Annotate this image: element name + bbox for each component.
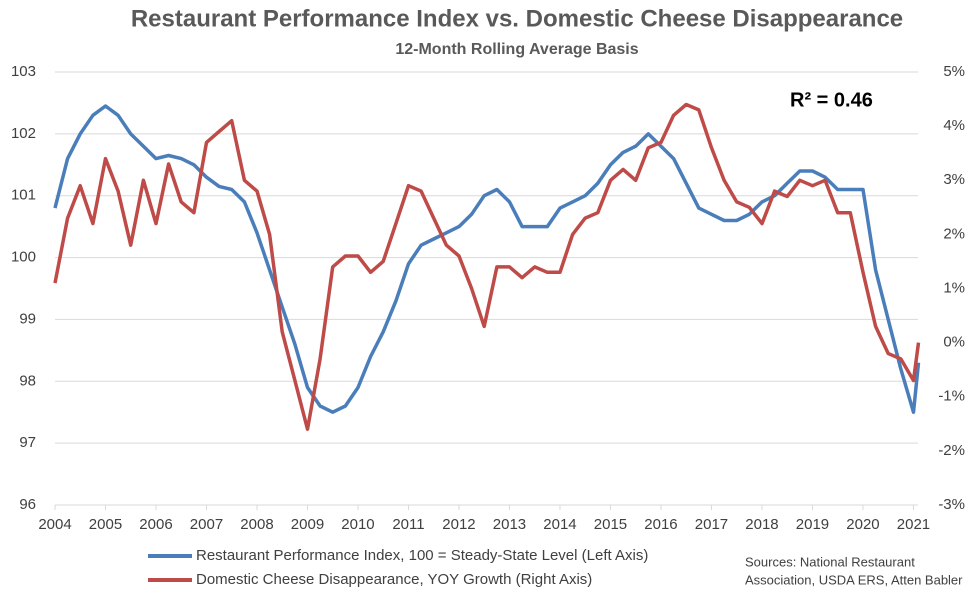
y2-tick-label: -1%	[938, 388, 965, 405]
x-tick-label: 2013	[493, 516, 526, 533]
y-tick-label: 100	[11, 249, 36, 266]
y-tick-label: 97	[19, 434, 36, 451]
x-tick-label: 2014	[543, 516, 576, 533]
y2-tick-label: 0%	[943, 334, 965, 351]
y2-tick-label: -3%	[938, 496, 965, 513]
chart-title: Restaurant Performance Index vs. Domesti…	[131, 5, 903, 32]
x-tick-label: 2011	[392, 516, 424, 533]
y-tick-label: 99	[19, 310, 36, 327]
y2-tick-label: -2%	[938, 442, 965, 459]
y-tick-label: 96	[19, 496, 36, 513]
x-tick-label: 2020	[846, 516, 879, 533]
x-tick-label: 2016	[644, 516, 677, 533]
legend-label: Domestic Cheese Disappearance, YOY Growt…	[196, 571, 592, 588]
y2-tick-label: 2%	[943, 225, 965, 242]
x-tick-label: 2009	[291, 516, 324, 533]
annotation: R² = 0.46	[790, 89, 873, 111]
chart-subtitle: 12-Month Rolling Average Basis	[395, 41, 638, 58]
y-tick-label: 101	[11, 187, 36, 204]
x-tick-label: 2018	[745, 516, 778, 533]
source-note: Association, USDA ERS, Atten Babler	[745, 572, 963, 587]
series-line	[53, 104, 921, 414]
x-tick-label: 2015	[594, 516, 627, 533]
y2-tick-label: 1%	[943, 279, 965, 296]
y2-tick-label: 3%	[943, 171, 965, 188]
x-tick-label: 2012	[442, 516, 475, 533]
x-tick-label: 2008	[240, 516, 273, 533]
source-note: Sources: National Restaurant	[745, 554, 915, 569]
x-tick-label: 2007	[190, 516, 223, 533]
x-tick-label: 2010	[341, 516, 374, 533]
y-tick-label: 103	[11, 63, 36, 80]
x-tick-label: 2006	[139, 516, 172, 533]
x-tick-label: 2017	[695, 516, 728, 533]
y2-tick-label: 5%	[943, 63, 965, 80]
legend-label: Restaurant Performance Index, 100 = Stea…	[196, 547, 648, 564]
x-tick-label: 2004	[38, 516, 71, 533]
x-tick-label: 2005	[89, 516, 122, 533]
y-tick-label: 98	[19, 372, 36, 389]
y-tick-label: 102	[11, 125, 36, 142]
x-tick-label: 2019	[796, 516, 829, 533]
x-tick-label: 2021	[897, 516, 930, 533]
series-line	[53, 102, 921, 431]
y2-tick-label: 4%	[943, 117, 965, 134]
